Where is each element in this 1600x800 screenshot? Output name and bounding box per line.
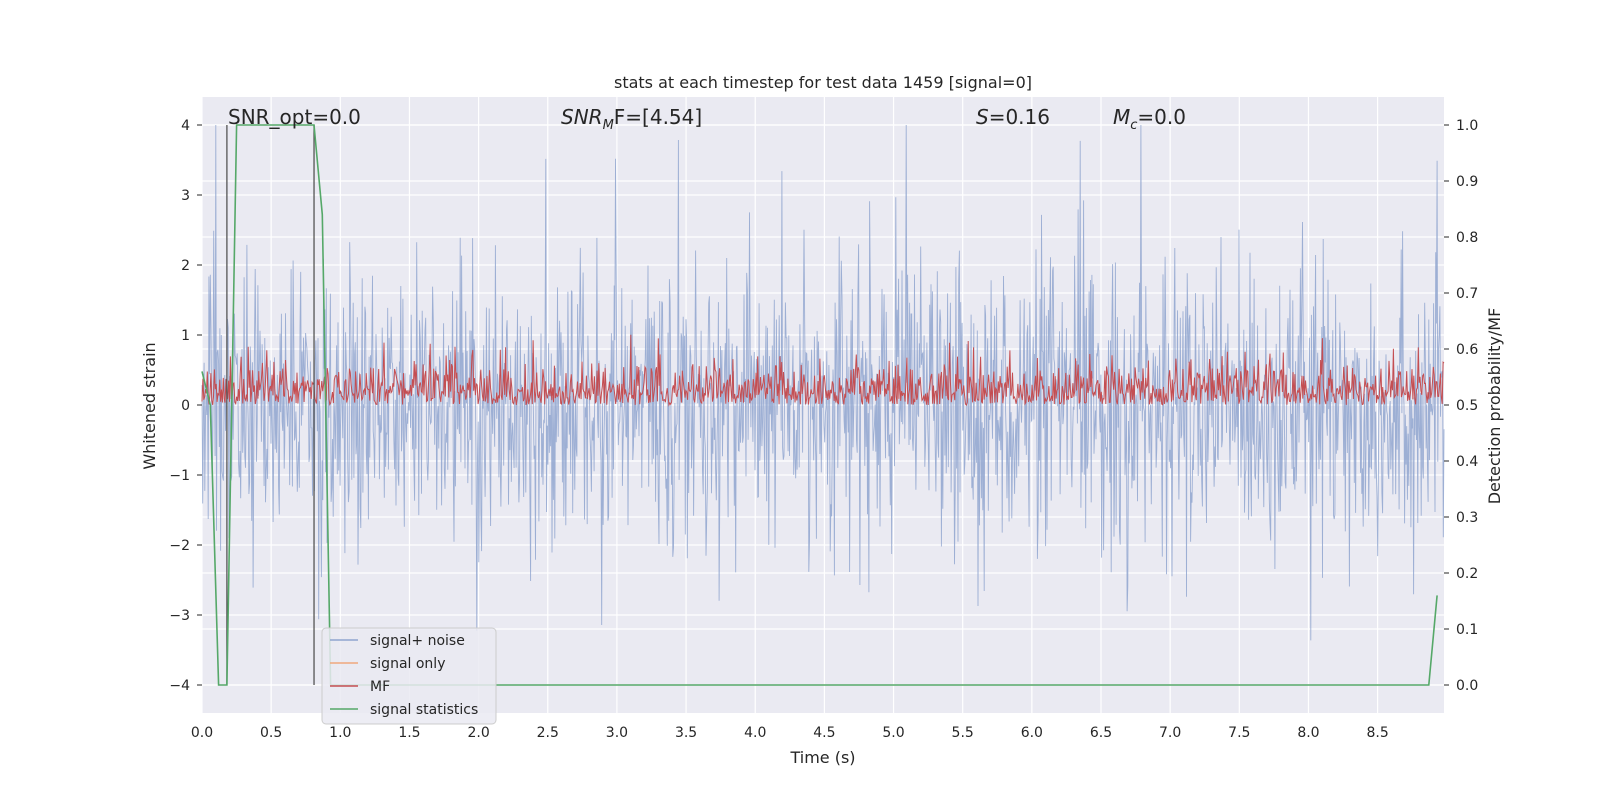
annotation-snr-mf: SNRMF=[4.54]: [561, 105, 702, 133]
x-tick-label: 1.0: [329, 725, 351, 741]
x-tick-label: 4.5: [813, 725, 835, 741]
x-tick-label: 2.0: [467, 725, 489, 741]
series-line-mf: [201, 334, 1445, 407]
y-tick-label: 2: [181, 258, 190, 274]
x-tick-label: 8.0: [1297, 725, 1319, 741]
series-line-signal-statistics: [201, 124, 1438, 686]
vertical-markers: [226, 125, 315, 685]
y-tick-label: −2: [169, 538, 190, 554]
series-signal-statistics: [201, 124, 1438, 686]
x-tick-label: 7.0: [1159, 725, 1181, 741]
x-tick-label: 5.5: [952, 725, 974, 741]
y-right-tick-label: 0.1: [1456, 622, 1478, 638]
y-right-tick-labels: 0.0 0.1 0.2 0.3 0.4 0.5 0.6 0.7 0.8 0.9 1.0: [1444, 118, 1478, 694]
y-tick-label: 3: [181, 188, 190, 204]
y-right-tick-label: 0.0: [1456, 678, 1478, 694]
x-tick-label: 2.5: [537, 725, 559, 741]
y-right-tick-label: 0.8: [1456, 230, 1478, 246]
x-tick-label: 7.5: [1228, 725, 1250, 741]
legend-label-signal-only: signal only: [370, 656, 445, 672]
y-tick-label: 0: [181, 398, 190, 414]
y-right-tick-label: 0.3: [1456, 510, 1478, 526]
y-axis-label: Whitened strain: [140, 342, 159, 469]
legend: signal+ noise signal only MF signal stat…: [321, 627, 497, 725]
x-tick-label: 3.0: [606, 725, 628, 741]
legend-label-signal-noise: signal+ noise: [370, 633, 465, 649]
annotation-mc: Mc=0.0: [1113, 105, 1186, 133]
y-tick-label: −3: [169, 608, 190, 624]
x-tick-label: 4.0: [744, 725, 766, 741]
legend-label-mf: MF: [370, 679, 390, 695]
y-right-tick-label: 0.4: [1456, 454, 1478, 470]
y-tick-label: 1: [181, 328, 190, 344]
y-right-tick-label: 0.5: [1456, 398, 1478, 414]
x-tick-labels: 0.0 0.5 1.0 1.5 2.0 2.5 3.0 3.5 4.0 4.5 5.0 5.5 6.0 6…: [191, 725, 1389, 741]
y-right-tick-label: 1.0: [1456, 118, 1478, 134]
x-tick-label: 6.5: [1090, 725, 1112, 741]
y-tick-label: −1: [169, 468, 190, 484]
y-right-tick-label: 0.6: [1456, 342, 1478, 358]
annotation-snr-opt: SNR_opt=0.0: [228, 105, 361, 129]
legend-box: [321, 627, 497, 725]
x-tick-label: 1.5: [398, 725, 420, 741]
x-tick-label: 5.0: [882, 725, 904, 741]
chart-title: stats at each timestep for test data 145…: [614, 73, 1032, 92]
x-axis-label: Time (s): [789, 748, 855, 767]
x-tick-label: 8.5: [1366, 725, 1388, 741]
y-right-tick-label: 0.9: [1456, 174, 1478, 190]
x-tick-label: 0.5: [260, 725, 282, 741]
y-tick-label: 4: [181, 118, 190, 134]
legend-label-signal-statistics: signal statistics: [370, 702, 478, 718]
y-right-axis-label: Detection probability/MF: [1485, 308, 1504, 505]
series-mf: [201, 334, 1445, 407]
x-tick-label: 6.0: [1021, 725, 1043, 741]
y-tick-label: −4: [169, 678, 190, 694]
y-right-tick-label: 0.7: [1456, 286, 1478, 302]
y-right-tick-label: 0.2: [1456, 566, 1478, 582]
annotation-s: S=0.16: [976, 105, 1050, 129]
x-tick-label: 0.0: [191, 725, 213, 741]
x-tick-label: 3.5: [675, 725, 697, 741]
y-tick-labels: −4 −3 −2 −1 0 1 2 3 4: [169, 118, 202, 694]
